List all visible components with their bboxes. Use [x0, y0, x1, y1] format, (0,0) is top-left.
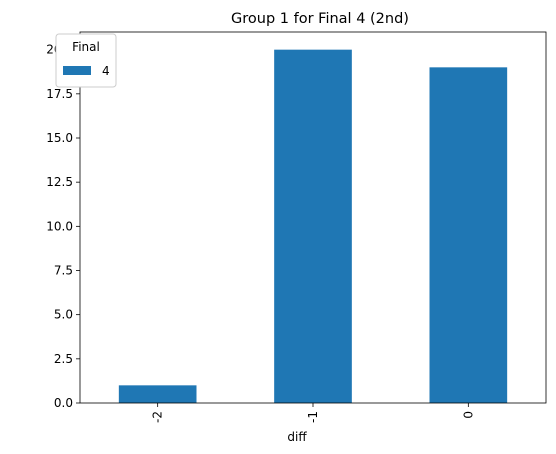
plot-frame	[79, 31, 547, 404]
y-tick-label: 15.0	[46, 131, 73, 145]
x-tick-label: -1	[306, 411, 320, 423]
legend-title: Final	[72, 40, 100, 54]
x-axis-label: diff	[287, 430, 307, 444]
y-tick-label: 5.0	[54, 308, 73, 322]
y-tick-label: 0.0	[54, 396, 73, 410]
legend-entry-label: 4	[102, 64, 110, 78]
legend-swatch	[63, 66, 91, 75]
bar--2	[118, 385, 197, 403]
y-axis: 0.02.55.07.510.012.515.017.520.0	[46, 43, 80, 410]
x-tick-label: 0	[461, 411, 475, 419]
chart-title: Group 1 for Final 4 (2nd)	[231, 11, 409, 27]
y-tick-label: 12.5	[46, 175, 73, 189]
bars-group	[118, 49, 508, 404]
y-tick-label: 2.5	[54, 352, 73, 366]
x-tick-label: -2	[151, 411, 165, 423]
y-tick-label: 10.0	[46, 219, 73, 233]
y-tick-label: 17.5	[46, 87, 73, 101]
legend: Final 4	[55, 33, 117, 88]
bar--1	[274, 49, 352, 404]
bar-0	[429, 67, 508, 403]
y-tick-label: 7.5	[54, 264, 73, 278]
x-axis: -2 -1 0	[151, 403, 475, 423]
